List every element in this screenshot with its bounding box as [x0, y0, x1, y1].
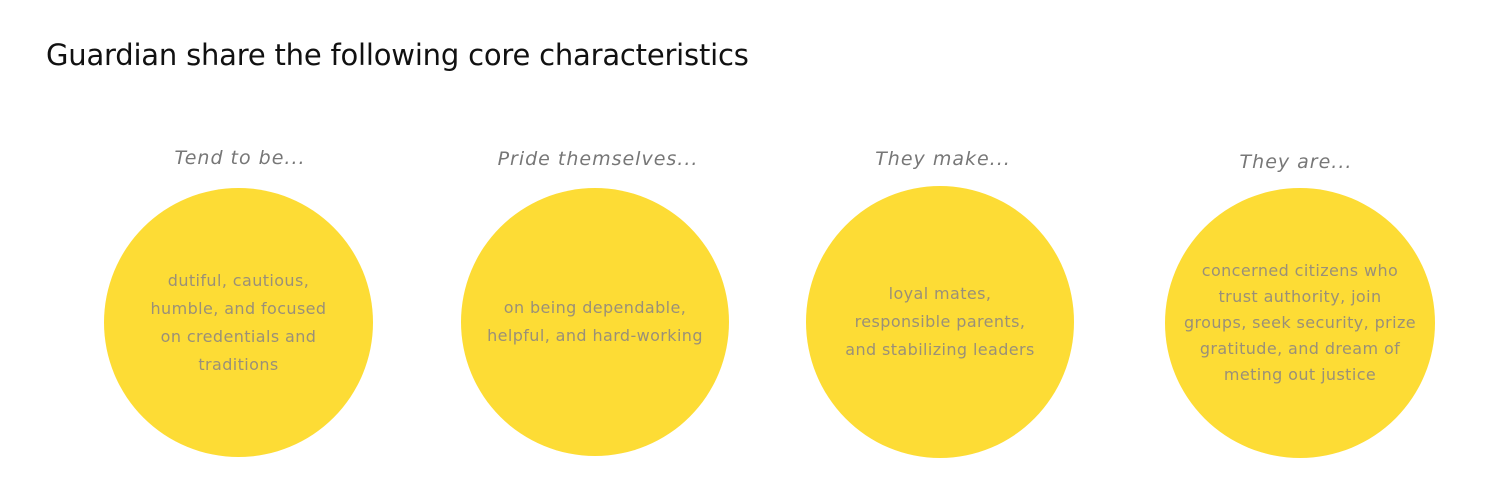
trait-line: traditions: [198, 354, 279, 374]
trait-line: loyal mates,: [888, 284, 992, 303]
page-title: Guardian share the following core charac…: [46, 38, 749, 72]
trait-line: meting out justice: [1223, 365, 1377, 384]
trait-heading-pride-themselves: Pride themselves...: [497, 148, 699, 170]
trait-line: groups, seek security, prize: [1183, 313, 1417, 332]
trait-line: trust authority, join: [1218, 287, 1382, 306]
trait-line: helpful, and hard-working: [487, 326, 703, 345]
trait-description: dutiful, cautious, humble, and focused o…: [151, 267, 327, 379]
trait-description: loyal mates, responsible parents, and st…: [845, 280, 1035, 364]
trait-heading-tend-to-be: Tend to be...: [174, 147, 306, 169]
trait-line: concerned citizens who: [1201, 261, 1399, 280]
trait-heading-they-are: They are...: [1239, 151, 1353, 173]
trait-heading-they-make: They make...: [875, 148, 1011, 170]
trait-description: on being dependable, helpful, and hard-w…: [487, 294, 703, 350]
trait-line: on being dependable,: [503, 298, 687, 317]
trait-line: responsible parents,: [854, 312, 1026, 331]
trait-line: dutiful, cautious,: [167, 270, 310, 290]
trait-line: humble, and focused: [150, 298, 327, 318]
trait-circle-they-are: concerned citizens who trust authority, …: [1165, 188, 1435, 458]
trait-line: and stabilizing leaders: [845, 340, 1035, 359]
trait-circle-pride-themselves: on being dependable, helpful, and hard-w…: [461, 188, 729, 456]
trait-line: gratitude, and dream of: [1199, 339, 1401, 358]
trait-circle-they-make: loyal mates, responsible parents, and st…: [806, 186, 1074, 458]
trait-line: on credentials and: [160, 326, 317, 346]
trait-circle-tend-to-be: dutiful, cautious, humble, and focused o…: [104, 188, 373, 457]
trait-description: concerned citizens who trust authority, …: [1184, 258, 1416, 388]
